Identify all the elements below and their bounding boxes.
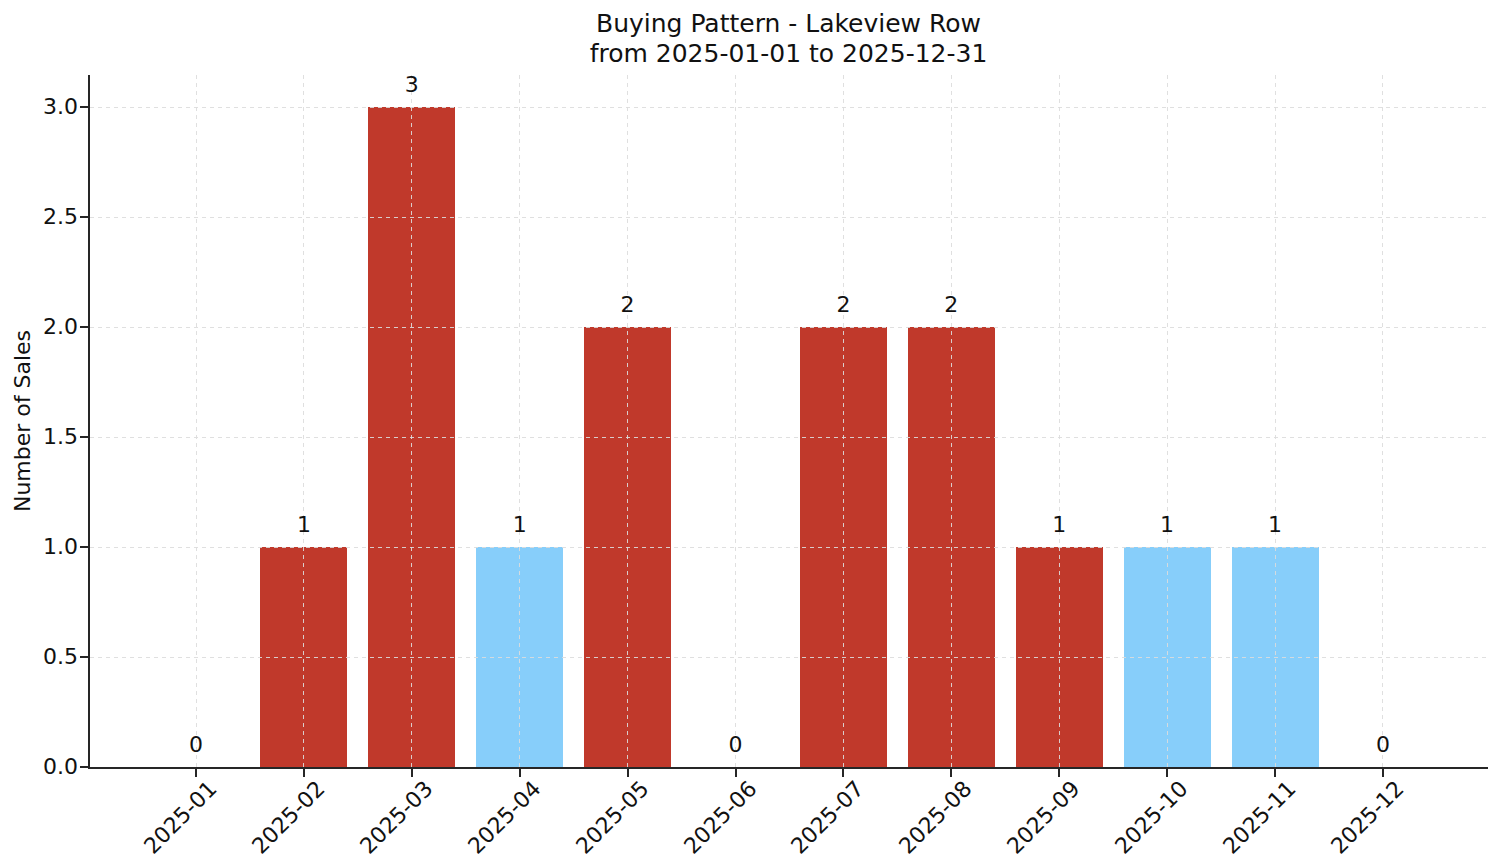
y-axis-title: Number of Sales	[10, 330, 35, 512]
bar-value-label: 2	[588, 292, 668, 318]
x-tick-mark	[1166, 769, 1168, 777]
bar-value-label: 1	[264, 512, 344, 538]
bar-value-label: 0	[1343, 732, 1423, 758]
plot-area: 2025-012025-022025-032025-042025-052025-…	[0, 0, 1501, 863]
x-tick-mark	[519, 769, 521, 777]
x-tick-mark	[842, 769, 844, 777]
y-tick-label: 2.5	[0, 204, 78, 230]
bar-value-label: 1	[1235, 512, 1315, 538]
bar-value-label: 3	[372, 72, 452, 98]
y-tick-mark	[80, 436, 88, 438]
y-tick-mark	[80, 106, 88, 108]
horizontal-gridline	[90, 217, 1487, 218]
bar-value-label: 0	[156, 732, 236, 758]
vertical-gridline	[519, 75, 520, 767]
y-tick-label: 3.0	[0, 94, 78, 120]
x-tick-mark	[1058, 769, 1060, 777]
y-tick-label: 1.0	[0, 534, 78, 560]
x-tick-label: 2025-07	[752, 776, 869, 863]
x-tick-mark	[735, 769, 737, 777]
x-tick-label: 2025-12	[1292, 776, 1409, 863]
horizontal-gridline	[90, 657, 1487, 658]
vertical-gridline	[196, 75, 197, 767]
vertical-gridline	[1382, 75, 1383, 767]
x-tick-mark	[303, 769, 305, 777]
y-tick-mark	[80, 656, 88, 658]
x-tick-mark	[1274, 769, 1276, 777]
bar-value-label: 1	[1019, 512, 1099, 538]
bar-chart-figure: Buying Pattern - Lakeview Row from 2025-…	[0, 0, 1501, 863]
x-tick-label: 2025-11	[1184, 776, 1301, 863]
x-tick-mark	[411, 769, 413, 777]
x-tick-label: 2025-06	[645, 776, 762, 863]
chart-title-line1: Buying Pattern - Lakeview Row	[90, 9, 1487, 39]
chart-title-line2: from 2025-01-01 to 2025-12-31	[90, 39, 1487, 69]
y-tick-label: 0.5	[0, 644, 78, 670]
y-tick-mark	[80, 326, 88, 328]
horizontal-gridline	[90, 327, 1487, 328]
x-tick-label: 2025-04	[429, 776, 546, 863]
x-tick-label: 2025-10	[1076, 776, 1193, 863]
x-tick-label: 2025-03	[321, 776, 438, 863]
x-tick-label: 2025-02	[213, 776, 330, 863]
bar-value-label: 2	[911, 292, 991, 318]
x-tick-label: 2025-08	[860, 776, 977, 863]
vertical-gridline	[1275, 75, 1276, 767]
x-tick-mark	[950, 769, 952, 777]
chart-title: Buying Pattern - Lakeview Row from 2025-…	[90, 9, 1487, 69]
x-tick-label: 2025-05	[537, 776, 654, 863]
y-tick-mark	[80, 766, 88, 768]
x-tick-mark	[1382, 769, 1384, 777]
horizontal-gridline	[90, 437, 1487, 438]
horizontal-gridline	[90, 107, 1487, 108]
vertical-gridline	[843, 75, 844, 767]
vertical-gridline	[627, 75, 628, 767]
bar-value-label: 1	[1127, 512, 1207, 538]
bar-value-label: 1	[480, 512, 560, 538]
vertical-gridline	[303, 75, 304, 767]
bar-value-label: 0	[696, 732, 776, 758]
bar-value-label: 2	[803, 292, 883, 318]
vertical-gridline	[411, 75, 412, 767]
y-tick-mark	[80, 216, 88, 218]
x-tick-mark	[195, 769, 197, 777]
vertical-gridline	[951, 75, 952, 767]
x-tick-mark	[627, 769, 629, 777]
x-tick-label: 2025-01	[105, 776, 222, 863]
y-tick-label: 0.0	[0, 754, 78, 780]
x-axis-spine	[88, 767, 1488, 769]
horizontal-gridline	[90, 547, 1487, 548]
vertical-gridline	[735, 75, 736, 767]
y-tick-mark	[80, 546, 88, 548]
vertical-gridline	[1167, 75, 1168, 767]
y-axis-spine	[88, 75, 90, 769]
x-tick-label: 2025-09	[968, 776, 1085, 863]
vertical-gridline	[1059, 75, 1060, 767]
